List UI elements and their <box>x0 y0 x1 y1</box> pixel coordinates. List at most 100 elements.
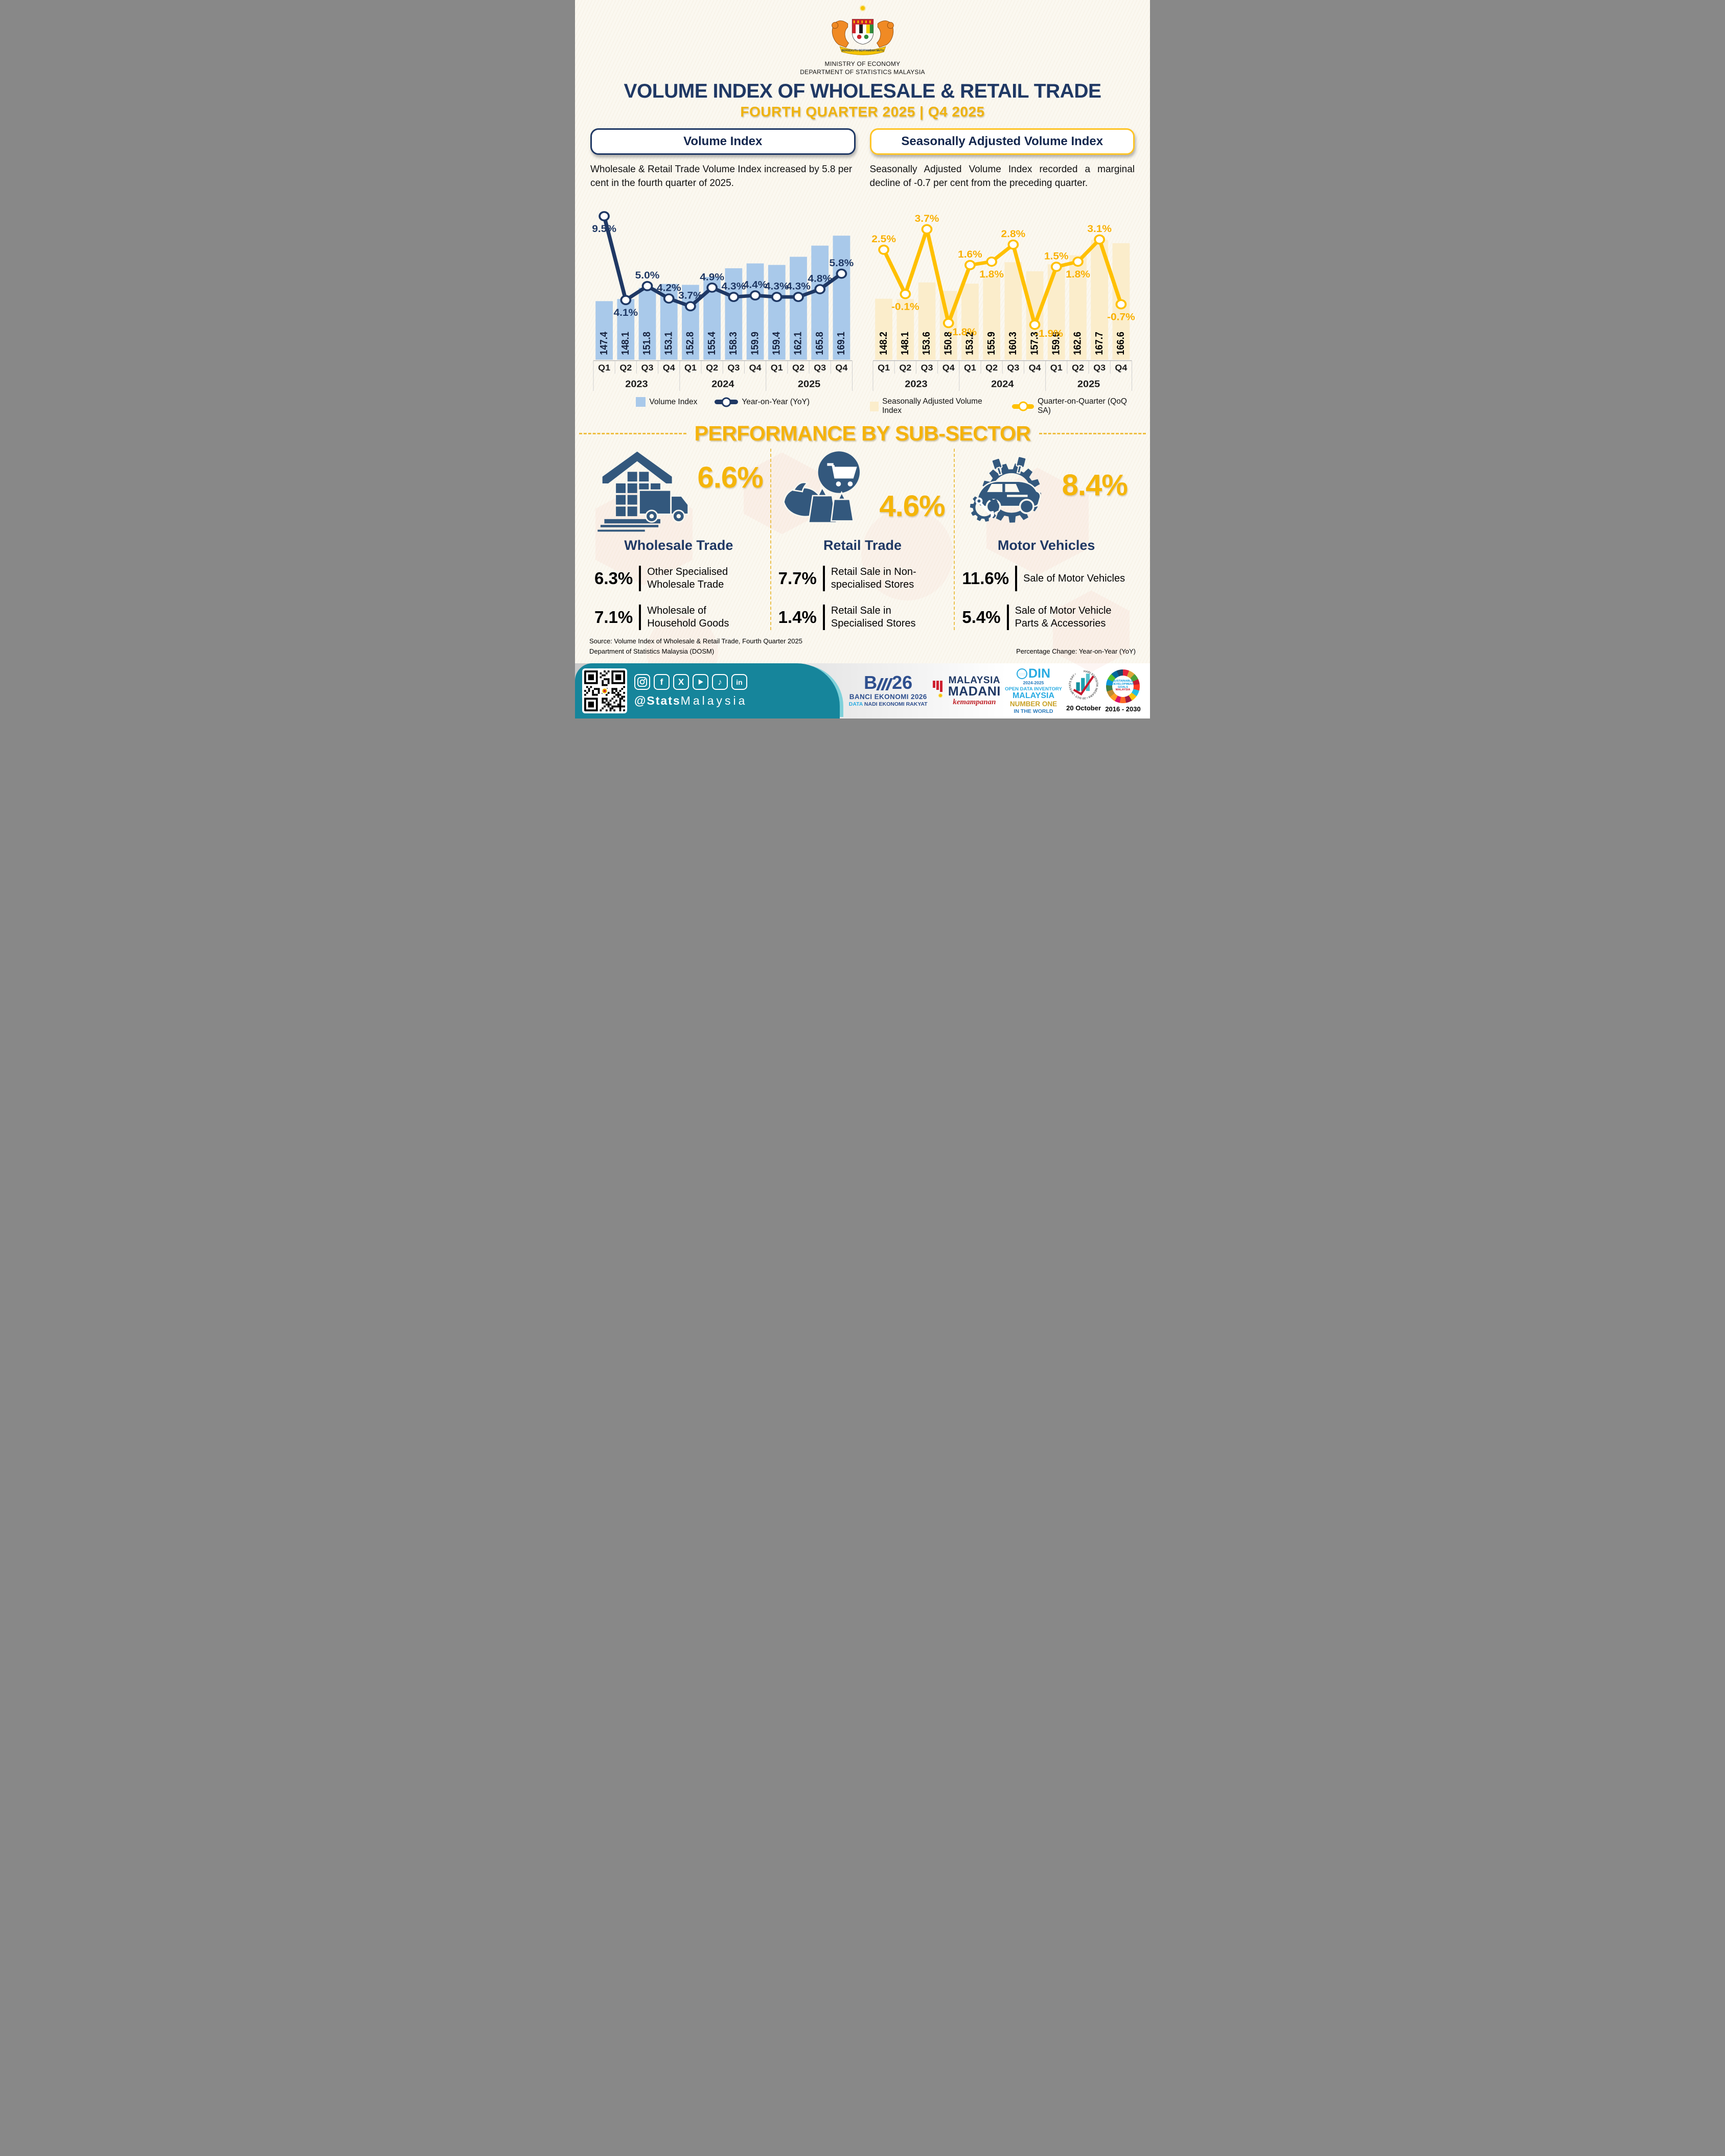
svg-text:2025: 2025 <box>1077 380 1100 390</box>
svg-text:3.7%: 3.7% <box>678 291 703 302</box>
svg-text:158.3: 158.3 <box>728 332 739 356</box>
svg-text:Q4: Q4 <box>1028 363 1041 373</box>
malaysia-madani-logo: MALAYSIA MADANI kemampanan <box>932 676 1001 707</box>
legend-label: Year-on-Year (YoY) <box>742 397 810 406</box>
svg-text:Q1: Q1 <box>1050 363 1062 373</box>
linkedin-icon[interactable]: in <box>731 674 747 690</box>
svg-text:153.2: 153.2 <box>964 332 975 356</box>
stat-item: 1.4% Retail Sale in Specialised Stores <box>778 605 947 631</box>
svg-text:Q4: Q4 <box>663 363 675 373</box>
retail-trade-name: Retail Trade <box>823 538 902 553</box>
retail-trade-value: 4.6% <box>879 489 945 523</box>
svg-text:Q3: Q3 <box>921 363 933 373</box>
svg-text:2.5%: 2.5% <box>871 234 896 245</box>
stat-label: Other Specialised Wholesale Trade <box>647 566 728 591</box>
svg-text:2023: 2023 <box>905 380 927 390</box>
svg-text:Q1: Q1 <box>771 363 783 373</box>
svg-text:-1.8%: -1.8% <box>949 327 977 338</box>
svg-text:-0.7%: -0.7% <box>1107 312 1135 323</box>
svg-text:157.3: 157.3 <box>1029 332 1040 356</box>
instagram-icon[interactable] <box>634 674 650 690</box>
car-gear-piston-icon <box>970 456 1041 523</box>
stat-divider <box>822 566 825 592</box>
legend-label: Seasonally Adjusted Volume Index <box>882 397 982 415</box>
legend-label: Volume Index <box>649 397 698 406</box>
mystats-caption: 20 October <box>1066 704 1101 712</box>
crest-motto: BERSEKUTU BERTAMBAH MUTU <box>841 50 884 53</box>
banci-ekonomi-logo: B 26 BANCI EKONOMI 2026 DATA NADI EKONOMI… <box>848 672 928 707</box>
svg-text:Q2: Q2 <box>619 363 632 373</box>
malaysia-coat-of-arms: BERSEKUTU BERTAMBAH MUTU <box>831 5 894 55</box>
stat-divider <box>1015 566 1018 592</box>
source-line2: Department of Statistics Malaysia (DOSM) <box>589 647 715 655</box>
stat-divider <box>1006 605 1009 631</box>
svg-text:4.8%: 4.8% <box>808 273 832 284</box>
svg-text:150.8: 150.8 <box>942 332 954 355</box>
seasonally-adjusted-chart: Q1 Q2 Q3 Q4 Q1 Q2 Q3 Q4 Q1 Q2 Q3 Q4 2023 2024 2025 148.… <box>871 214 1135 391</box>
stat-label: Retail Sale in Non-specialised Stores <box>831 566 916 591</box>
svg-text:Q3: Q3 <box>1007 363 1019 373</box>
sa-swatch <box>869 401 879 411</box>
svg-text:159.6: 159.6 <box>1050 332 1062 356</box>
motor-vehicles-name: Motor Vehicles <box>997 538 1095 553</box>
svg-text:Q3: Q3 <box>727 363 740 373</box>
svg-text:153.6: 153.6 <box>921 332 932 356</box>
motor-vehicles-value: 8.4% <box>1062 468 1128 502</box>
department-label: DEPARTMENT OF STATISTICS MALAYSIA <box>800 68 925 76</box>
svg-text:3.1%: 3.1% <box>1087 224 1112 235</box>
svg-text:148.1: 148.1 <box>900 332 911 355</box>
seasonally-adjusted-panel: Seasonally Adjusted Volume Index Seasona… <box>869 128 1135 415</box>
x-icon[interactable]: X <box>673 674 689 690</box>
svg-text:4.2%: 4.2% <box>657 283 681 294</box>
svg-text:4.3%: 4.3% <box>765 282 789 292</box>
svg-text:1.5%: 1.5% <box>1044 251 1068 262</box>
svg-text:Q2: Q2 <box>899 363 911 373</box>
svg-text:Q2: Q2 <box>1072 363 1084 373</box>
shopping-bags-cart-icon <box>783 451 860 524</box>
svg-text:155.9: 155.9 <box>986 332 997 356</box>
svg-text:Q1: Q1 <box>684 363 697 373</box>
social-handle[interactable]: @StatsMalaysia <box>634 694 748 707</box>
svg-text:167.7: 167.7 <box>1094 332 1105 356</box>
svg-text:-1.9%: -1.9% <box>1035 329 1063 339</box>
qr-code <box>582 668 627 713</box>
svg-text:Q4: Q4 <box>942 363 954 373</box>
svg-text:148.2: 148.2 <box>878 332 889 356</box>
svg-text:Q3: Q3 <box>641 363 654 373</box>
wholesale-trade-value: 6.6% <box>697 460 763 494</box>
svg-text:4.3%: 4.3% <box>722 282 746 292</box>
stat-label: Sale of Motor Vehicle Parts & Accessorie… <box>1015 605 1112 630</box>
tiktok-icon[interactable]: ♪ <box>712 674 728 690</box>
svg-text:160.3: 160.3 <box>1007 332 1019 356</box>
svg-text:Q3: Q3 <box>814 363 826 373</box>
svg-text:166.6: 166.6 <box>1115 332 1126 356</box>
youtube-icon[interactable] <box>693 674 708 690</box>
stat-item: 7.1% Wholesale of Household Goods <box>594 605 763 631</box>
facebook-icon[interactable]: f <box>654 674 670 690</box>
svg-text:165.8: 165.8 <box>814 332 825 355</box>
svg-text:169.1: 169.1 <box>836 332 847 355</box>
svg-text:2023: 2023 <box>625 380 648 390</box>
stat-value: 7.7% <box>778 569 817 588</box>
svg-text:1.8%: 1.8% <box>979 269 1004 280</box>
svg-text:Q2: Q2 <box>706 363 718 373</box>
svg-text:4.3%: 4.3% <box>786 282 811 292</box>
stat-value: 6.3% <box>594 569 633 588</box>
svg-text:Q1: Q1 <box>963 363 976 373</box>
svg-text:Q4: Q4 <box>749 363 762 373</box>
volume-index-swatch <box>636 397 646 407</box>
svg-text:4.9%: 4.9% <box>700 272 724 283</box>
volume-index-heading: Volume Index <box>590 128 856 155</box>
sa-heading: Seasonally Adjusted Volume Index <box>869 128 1135 155</box>
svg-text:Q4: Q4 <box>835 363 847 373</box>
page-subtitle: FOURTH QUARTER 2025 | Q4 2025 <box>740 104 985 120</box>
svg-text:Q1: Q1 <box>598 363 610 373</box>
sdg-logo: SUSTAINABLE DEVELOPMENT GOALS MALAYSIA 2… <box>1105 669 1141 713</box>
svg-text:151.8: 151.8 <box>642 332 653 355</box>
svg-text:162.1: 162.1 <box>793 332 804 355</box>
svg-text:1.6%: 1.6% <box>958 249 982 260</box>
svg-text:5.8%: 5.8% <box>830 258 854 269</box>
svg-text:4.4%: 4.4% <box>743 280 768 291</box>
svg-text:2024: 2024 <box>711 380 734 390</box>
page-title: VOLUME INDEX OF WHOLESALE & RETAIL TRADE <box>624 80 1101 103</box>
